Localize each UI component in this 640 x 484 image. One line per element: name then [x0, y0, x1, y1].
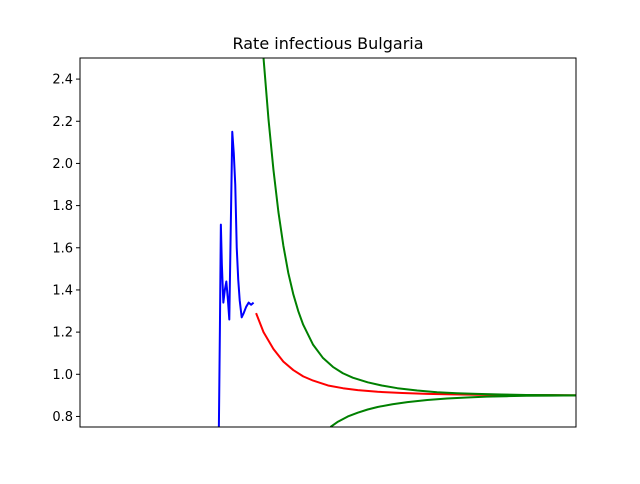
y-tick-label: 1.8 [52, 199, 73, 214]
y-axis: 0.8 1.0 1.2 1.4 1.6 1.8 2.0 2.2 2.4 [52, 73, 80, 425]
series-line-3 [329, 394, 576, 427]
y-tick-label: 2.0 [52, 157, 73, 172]
y-tick-label: 1.2 [52, 326, 73, 341]
series-line-0 [217, 130, 255, 427]
series-line-2 [262, 58, 576, 397]
chart-title: Rate infectious Bulgaria [232, 34, 423, 53]
plot-frame [79, 57, 577, 428]
y-tick-label: 0.8 [52, 410, 73, 425]
y-tick-label: 1.4 [52, 283, 73, 298]
plot-area [217, 58, 576, 427]
y-tick-label: 1.6 [52, 241, 73, 256]
y-tick-label: 2.4 [52, 73, 73, 88]
y-tick-label: 1.0 [52, 368, 73, 383]
y-tick-label: 2.2 [52, 115, 73, 130]
